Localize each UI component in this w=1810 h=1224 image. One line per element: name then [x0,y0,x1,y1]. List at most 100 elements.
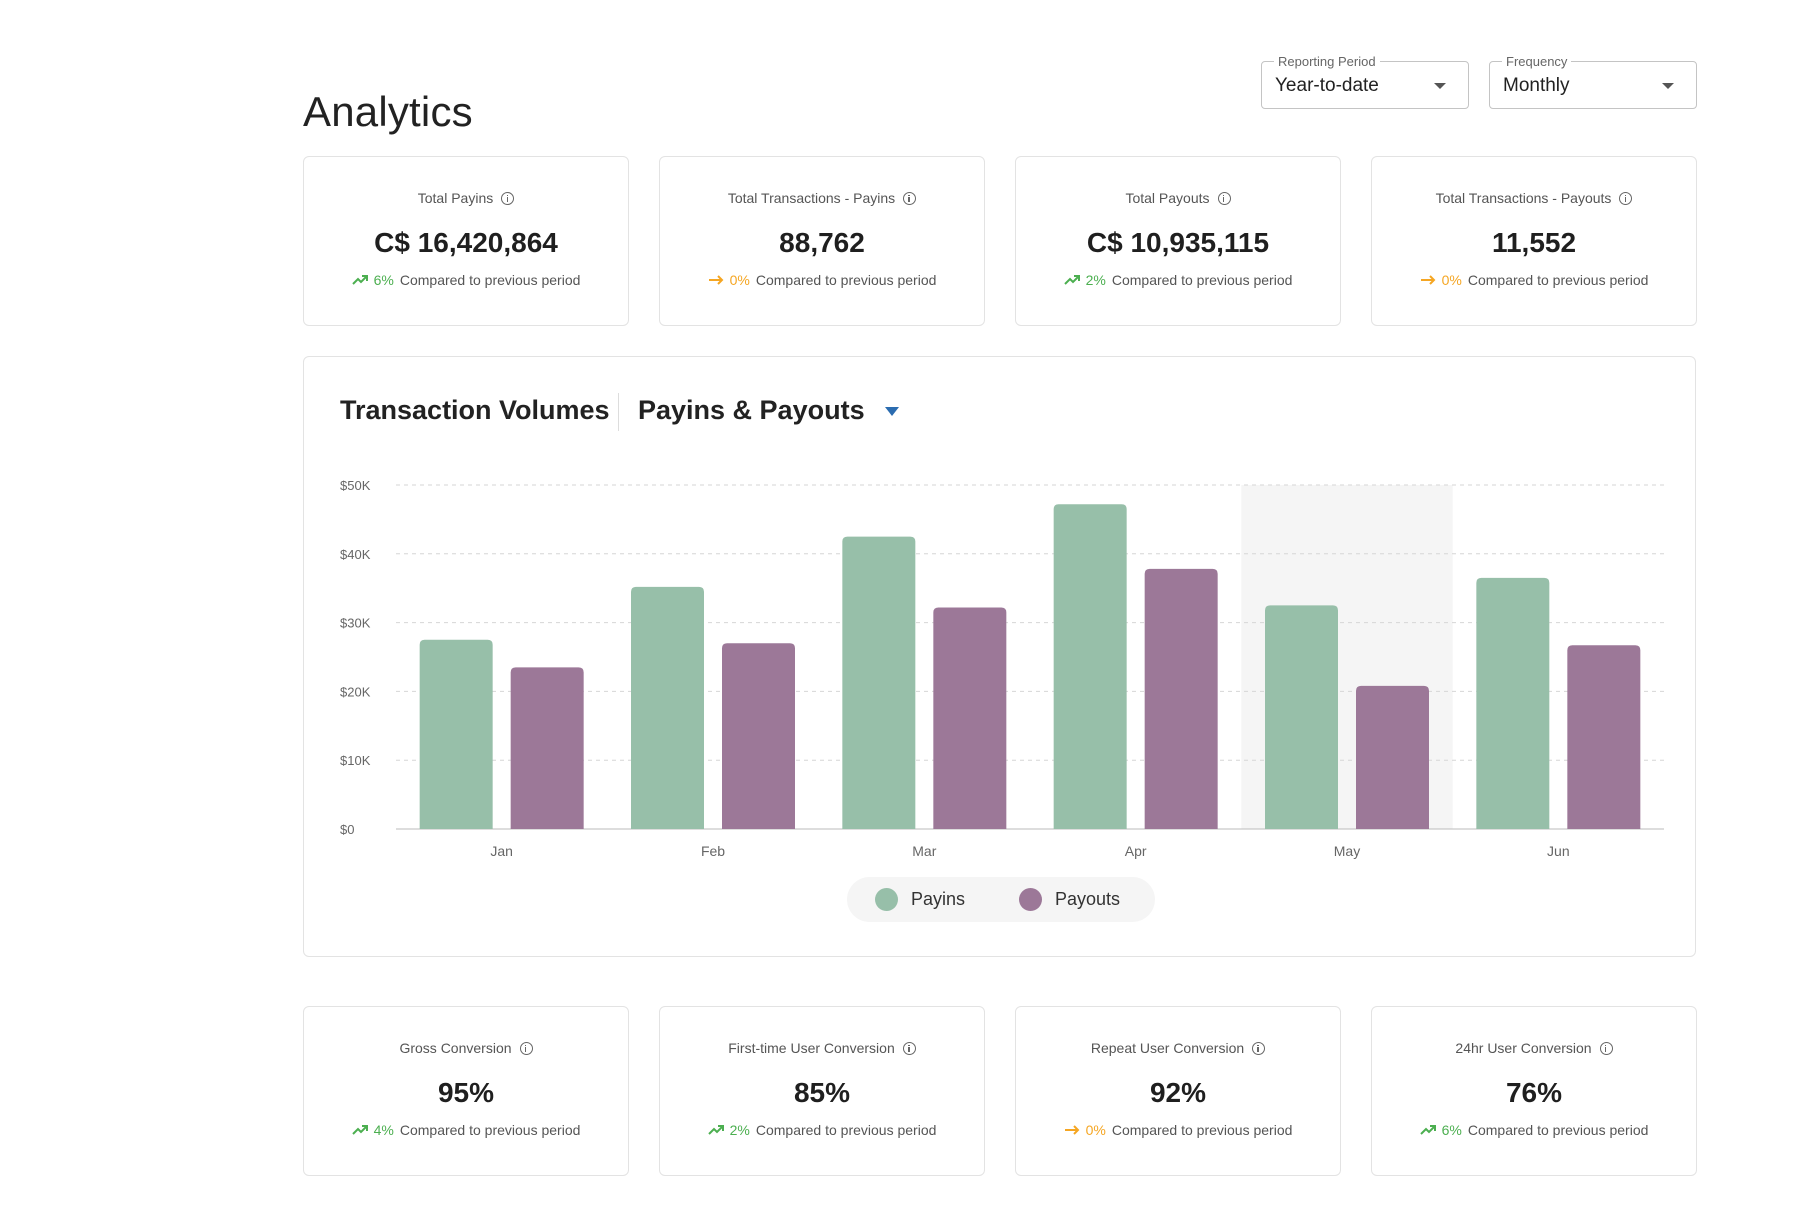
kpi-label: Total Transactions - Payins [727,190,896,206]
legend-swatch-payouts [1019,888,1042,911]
kpi-card-total-transactions-payouts: Total Transactions - Payouts 11,552 0% Co… [1371,156,1697,326]
chart-series-selector[interactable]: Payins & Payouts [638,395,899,426]
kpi-card-repeat-user-conversion: Repeat User Conversion 92% 0% Compared to… [1015,1006,1341,1176]
kpi-label: Total Payouts [1125,190,1210,206]
kpi-card-24hr-user-conversion: 24hr User Conversion 76% 6% Compared to p… [1371,1006,1697,1176]
y-tick-label: $40K [340,547,371,562]
bar-payouts-may [1356,685,1429,829]
chart-title: Transaction Volumes [340,395,610,425]
kpi-card-gross-conversion: Gross Conversion 95% 4% Compared to previ… [303,1006,629,1176]
kpi-compare-text: Compared to previous period [1111,272,1293,288]
x-tick-label: Jan [490,843,513,859]
legend-item-payouts[interactable]: Payouts [1019,888,1120,911]
trend-flat-icon [1064,1124,1080,1136]
kpi-card-total-transactions-payins: Total Transactions - Payins 88,762 0% Com… [659,156,985,326]
kpi-compare-text: Compared to previous period [1111,1122,1293,1138]
trend-up-icon [1063,274,1080,286]
info-icon[interactable] [501,191,515,205]
y-tick-label: $0 [340,822,354,837]
kpi-value: 92% [1149,1077,1207,1108]
legend-label: Payins [911,889,966,909]
legend-item-payins[interactable]: Payins [875,888,965,911]
bar-payins-mar [842,536,916,829]
kpi-card-first-time-user-conversion: First-time User Conversion 85% 2% Compare… [659,1006,985,1176]
trend-up-icon [351,274,368,286]
dropdown-arrow-icon [1434,83,1446,89]
kpi-value: 76% [1505,1077,1563,1108]
kpi-compare-text: Compared to previous period [755,272,937,288]
kpi-delta-pct: 0% [1441,272,1462,288]
info-icon[interactable] [1599,1041,1613,1055]
info-icon[interactable] [1619,191,1633,205]
x-tick-label: Feb [701,843,725,859]
kpi-compare-text: Compared to previous period [1467,272,1649,288]
y-tick-label: $30K [340,616,371,631]
chart-series-selector-label: Payins & Payouts [638,395,865,425]
trend-flat-icon [708,274,724,286]
x-tick-label: Mar [912,843,936,859]
kpi-delta-pct: 4% [373,1122,394,1138]
bar-payouts-feb [722,643,795,829]
kpi-value: 11,552 [1491,227,1577,258]
y-tick-label: $10K [340,753,371,768]
kpi-label: First-time User Conversion [728,1040,895,1056]
bar-payouts-jan [510,667,584,829]
chart-legend: Payins Payouts [847,877,1155,922]
kpi-delta-pct: 6% [1441,1122,1462,1138]
kpi-label: 24hr User Conversion [1455,1040,1592,1056]
trend-up-icon [1419,1124,1436,1136]
reporting-period-select[interactable]: Reporting Period Year-to-date [1261,54,1469,109]
info-icon[interactable] [519,1041,533,1055]
bar-chart: $0 $10K $20K $30K $40K $50K Jan Feb Mar Apr May Jun [340,478,1664,859]
kpi-value: 88,762 [779,227,865,258]
bar-payouts-mar [933,607,1007,829]
kpi-delta-pct: 2% [729,1122,750,1138]
bar-payins-jun [1476,577,1550,829]
reporting-period-label: Reporting Period [1274,54,1380,69]
info-icon[interactable] [902,1041,916,1055]
kpi-compare-text: Compared to previous period [399,272,581,288]
reporting-period-value: Year-to-date [1275,75,1379,96]
kpi-delta-pct: 6% [373,272,394,288]
kpi-label: Gross Conversion [399,1040,512,1056]
legend-swatch-payins [875,888,898,911]
kpi-label: Total Payins [417,190,494,206]
info-icon[interactable] [1217,191,1231,205]
frequency-select[interactable]: Frequency Monthly [1489,54,1697,109]
info-icon[interactable] [903,191,917,205]
chart-header-divider [618,393,619,431]
y-tick-label: $20K [340,684,371,699]
frequency-label: Frequency [1502,54,1572,69]
kpi-value: 85% [793,1077,851,1108]
page-title: Analytics [303,88,473,136]
bar-payouts-jun [1567,645,1641,829]
kpi-compare-text: Compared to previous period [755,1122,937,1138]
trend-flat-icon [1420,274,1436,286]
x-tick-label: Jun [1547,843,1570,859]
x-tick-label: Apr [1125,843,1147,859]
kpi-compare-text: Compared to previous period [1467,1122,1649,1138]
dropdown-arrow-icon [1662,83,1674,89]
kpi-card-total-payins: Total Payins C$ 16,420,864 6% Compared to… [303,156,629,326]
bar-payouts-apr [1144,568,1218,829]
caret-down-icon [884,407,899,416]
bar-payins-may [1265,605,1338,829]
kpi-delta-pct: 0% [729,272,750,288]
info-icon[interactable] [1252,1041,1266,1055]
kpi-value: C$ 16,420,864 [374,227,558,258]
kpi-label: Total Transactions - Payouts [1435,190,1612,206]
kpi-card-total-payouts: Total Payouts C$ 10,935,115 2% Compared t… [1015,156,1341,326]
kpi-delta-pct: 0% [1085,1122,1106,1138]
y-tick-label: $50K [340,478,371,493]
bar-payins-feb [631,586,704,829]
transaction-volumes-panel: Transaction Volumes Payins & Payouts $0 $… [303,356,1696,957]
kpi-value: 95% [437,1077,495,1108]
kpi-value: C$ 10,935,115 [1086,227,1270,258]
frequency-value: Monthly [1503,75,1570,96]
trend-up-icon [707,1124,724,1136]
x-tick-label: May [1334,843,1360,859]
legend-label: Payouts [1055,889,1121,909]
kpi-label: Repeat User Conversion [1090,1040,1245,1056]
trend-up-icon [351,1124,368,1136]
bar-payins-jan [419,639,493,829]
